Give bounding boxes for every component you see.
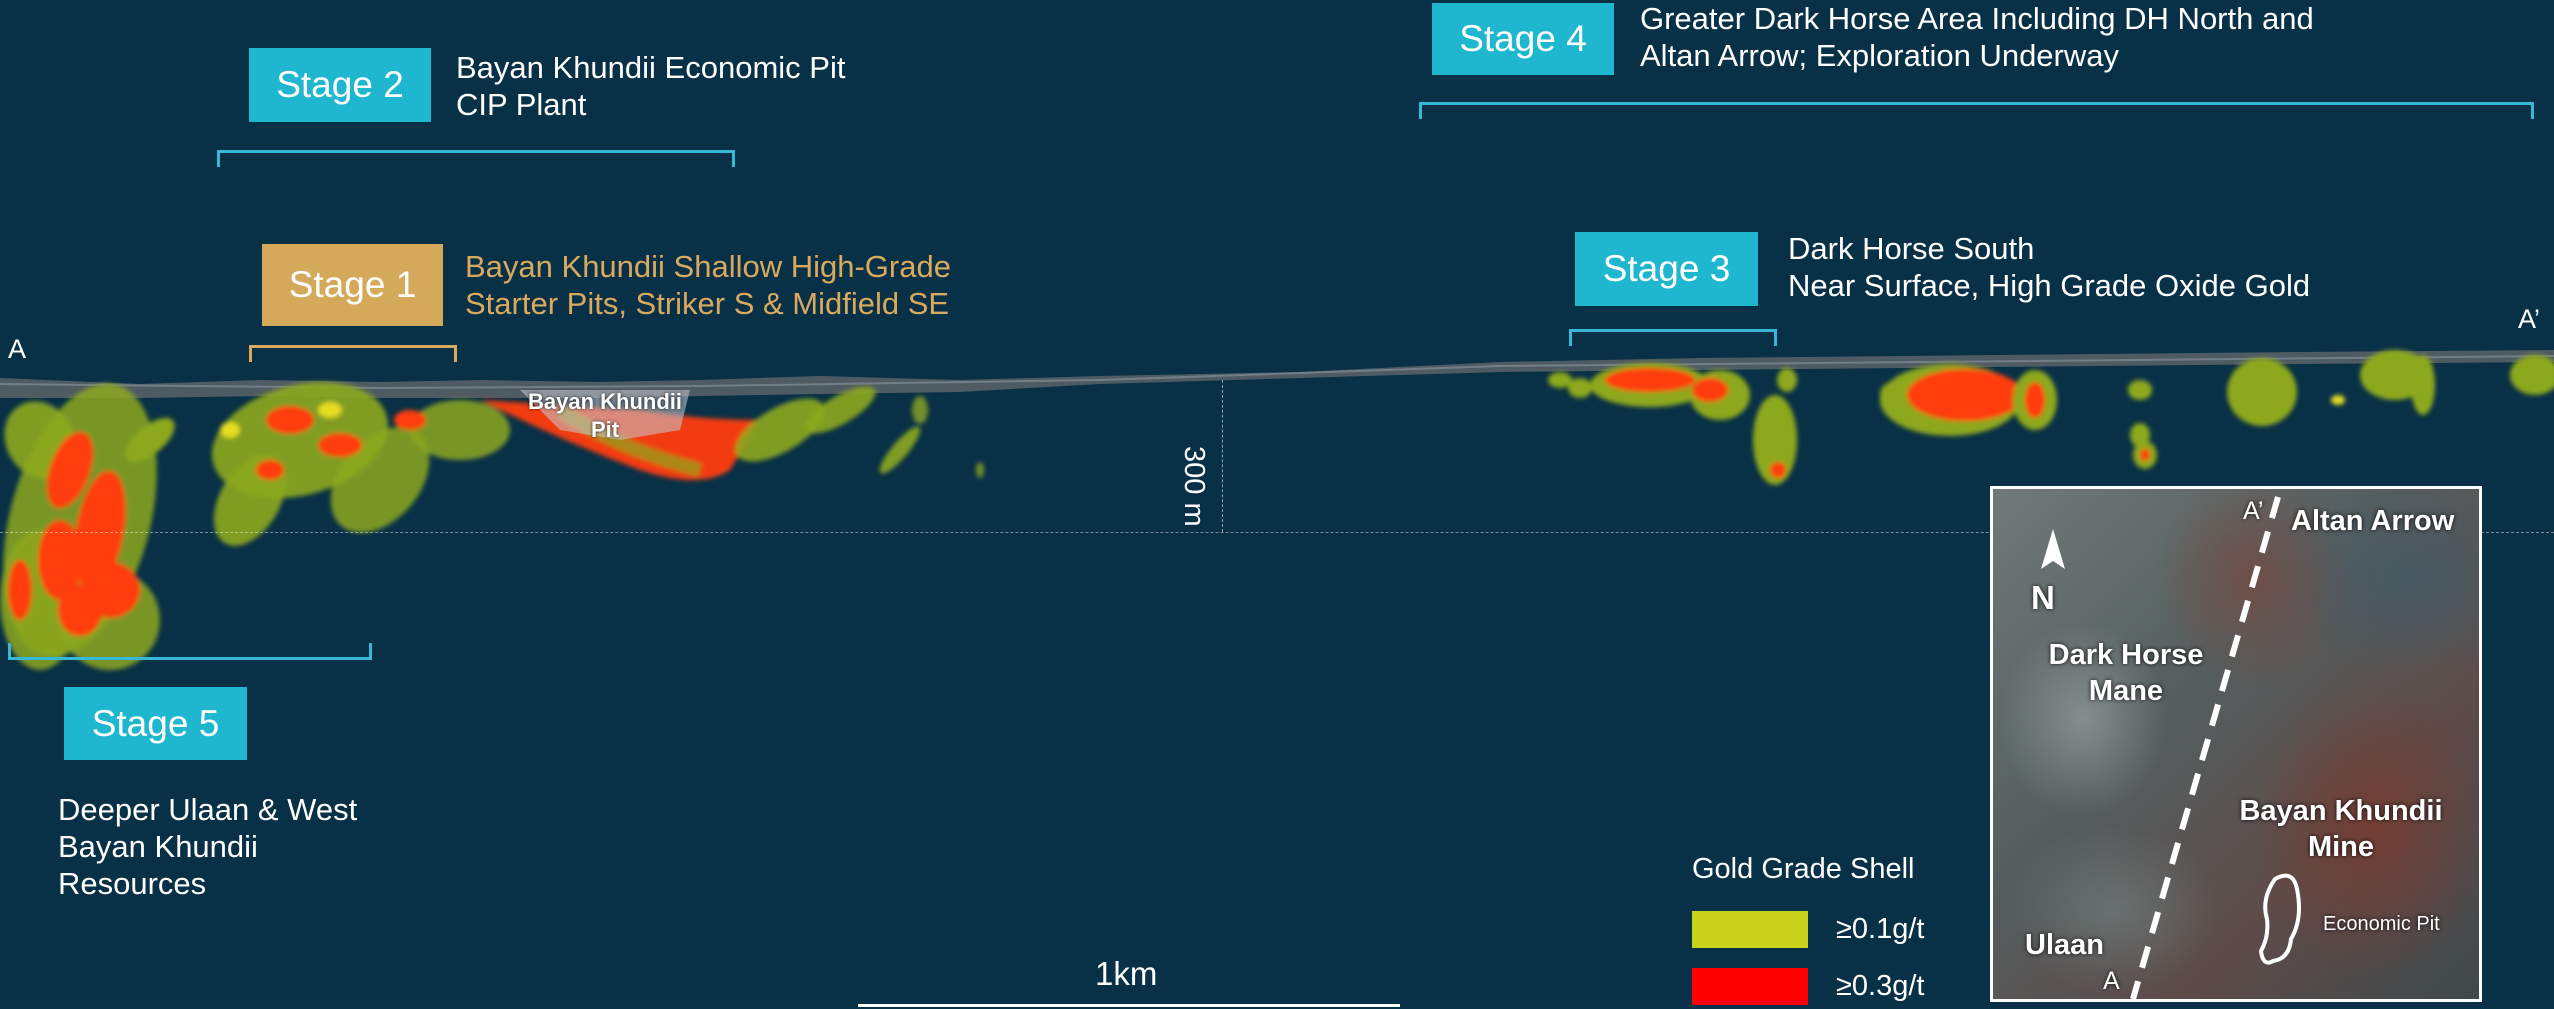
- inset-a-bottom: A: [2103, 967, 2120, 995]
- stage-3-badge: Stage 3: [1575, 232, 1758, 306]
- stage-5-shells: [0, 383, 175, 670]
- stage-1-line2: Starter Pits, Striker S & Midfield SE: [465, 286, 950, 321]
- stage-4-line2: Altan Arrow; Exploration Underway: [1640, 38, 2120, 73]
- bayan-khundii-mine-label: Bayan Khundii Mine: [2221, 793, 2461, 865]
- pit-label-line2: Pit: [590, 417, 620, 442]
- stage-1-badge: Stage 1: [262, 244, 443, 326]
- stage-3-description: Dark Horse South Near Surface, High Grad…: [1788, 230, 2310, 304]
- dark-horse-line2: Mane: [2088, 675, 2164, 707]
- stage-5-badge: Stage 5: [64, 687, 247, 760]
- bayan-khundii-mine-line2: Mine: [2307, 831, 2375, 863]
- economic-pit-label: Economic Pit: [2323, 913, 2440, 935]
- depth-label: 300 m: [1178, 446, 1210, 527]
- inset-a-top: A’: [2243, 497, 2264, 525]
- stage-1-line1: Bayan Khundii Shallow High-Grade: [465, 249, 951, 284]
- bayan-khundii-pit: [520, 390, 690, 440]
- stage-2-description: Bayan Khundii Economic Pit CIP Plant: [456, 49, 845, 123]
- stage-1-bracket: [249, 345, 457, 362]
- legend-swatch-high: [1692, 968, 1808, 1005]
- stage-4-bracket: [1419, 102, 2534, 119]
- stage-2-badge: Stage 2: [249, 48, 431, 122]
- depth-reference-line: [0, 532, 2554, 533]
- pit-label-line1: Bayan Khundii: [527, 389, 682, 414]
- north-label: N: [2031, 579, 2055, 616]
- section-start-label: A: [8, 334, 27, 364]
- stage-3-line2: Near Surface, High Grade Oxide Gold: [1788, 268, 2311, 303]
- stage-4-line1: Greater Dark Horse Area Including DH Nor…: [1640, 1, 2314, 36]
- economic-pit-outline: [2258, 873, 2301, 965]
- legend-title: Gold Grade Shell: [1692, 853, 1915, 885]
- north-arrow-icon: [2041, 529, 2065, 569]
- scale-bar: [858, 1004, 1400, 1007]
- pit-label: Bayan Khundii Pit: [500, 388, 710, 444]
- dark-horse-label: Dark Horse Mane: [2041, 637, 2211, 709]
- legend-swatch-low: [1692, 911, 1808, 948]
- inset-map-overlay: [2041, 496, 2301, 999]
- ulaan-label: Ulaan: [2025, 929, 2104, 961]
- inset-map: N A’ A Altan Arrow Dark Horse Mane Bayan…: [1990, 486, 2482, 1002]
- stage-3-line1: Dark Horse South: [1788, 231, 2035, 266]
- legend-label-low: ≥0.1g/t: [1836, 913, 1925, 945]
- stage-4-badge: Stage 4: [1432, 3, 1614, 75]
- dark-horse-line1: Dark Horse: [2048, 639, 2204, 671]
- depth-scale-line: [1222, 380, 1223, 532]
- stage-3-4-shells: [1548, 350, 2554, 485]
- stage-2-line2: CIP Plant: [456, 87, 587, 122]
- stage-5-description: Deeper Ulaan & West Bayan Khundii Resour…: [58, 791, 357, 902]
- stage-5-line1: Deeper Ulaan & West: [58, 792, 358, 827]
- stage-5-line2: Bayan Khundii: [58, 829, 258, 864]
- stage-5-line3: Resources: [58, 866, 207, 901]
- altan-arrow-label: Altan Arrow: [2291, 505, 2455, 537]
- stage-3-bracket: [1569, 329, 1777, 346]
- section-end-label: A’: [2518, 304, 2541, 334]
- stage-1-description: Bayan Khundii Shallow High-Grade Starter…: [465, 248, 951, 322]
- scale-label: 1km: [1095, 955, 1158, 992]
- bayan-khundii-mine-line1: Bayan Khundii: [2239, 795, 2443, 827]
- stage-4-description: Greater Dark Horse Area Including DH Nor…: [1640, 0, 2314, 74]
- stage-5-bracket: [8, 643, 372, 660]
- stage-2-line1: Bayan Khundii Economic Pit: [456, 50, 846, 85]
- legend-label-high: ≥0.3g/t: [1836, 970, 1925, 1002]
- stage-2-bracket: [217, 150, 735, 167]
- cross-section-graphic: [0, 350, 2554, 670]
